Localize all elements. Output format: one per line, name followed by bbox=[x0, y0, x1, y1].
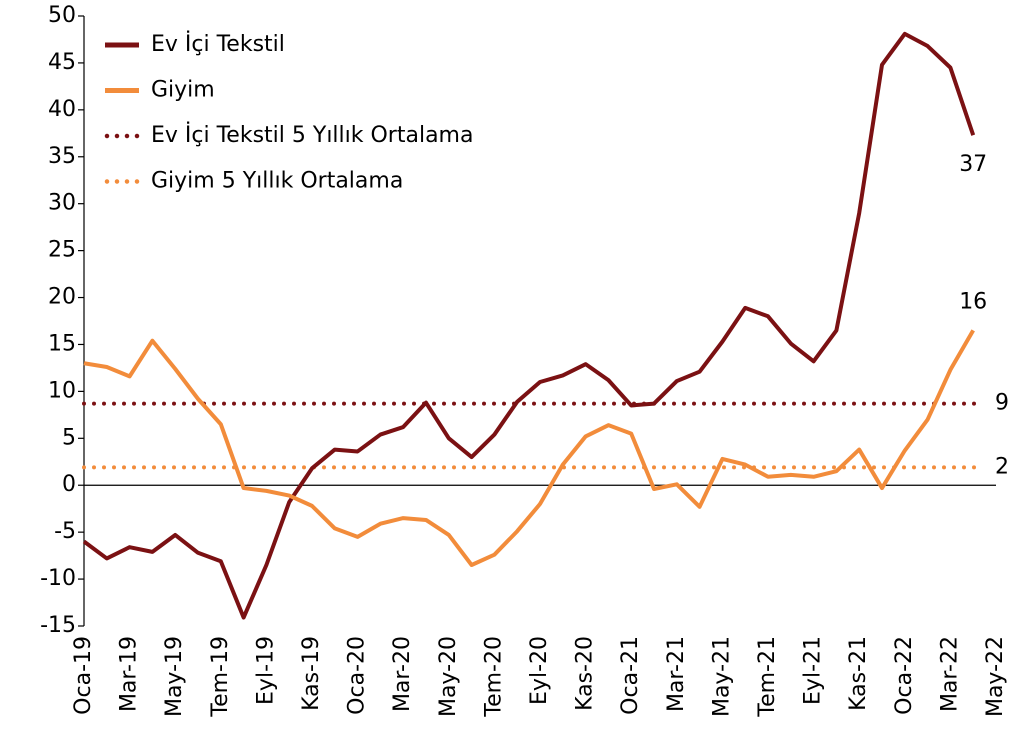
y-tick-label: 25 bbox=[48, 238, 76, 263]
x-tick-label: Oca-19 bbox=[71, 636, 96, 715]
y-tick-label: -5 bbox=[54, 519, 76, 544]
x-tick-label: Oca-20 bbox=[345, 636, 370, 715]
x-tick-label: Mar-22 bbox=[937, 636, 962, 712]
data-label: 37 bbox=[959, 152, 987, 177]
x-tick-label: Eyl-20 bbox=[527, 636, 552, 705]
x-tick-label: Kas-20 bbox=[573, 636, 598, 711]
x-tick-label: Oca-21 bbox=[618, 636, 643, 715]
y-tick-label: 10 bbox=[48, 378, 76, 403]
x-tick-label: Mar-19 bbox=[117, 636, 142, 712]
series-line bbox=[83, 329, 975, 567]
y-tick-label: 5 bbox=[62, 425, 76, 450]
y-tick-label: 45 bbox=[48, 50, 76, 75]
average-label: 9 bbox=[995, 391, 1009, 416]
y-tick-label: 0 bbox=[62, 472, 76, 497]
data-label: 16 bbox=[959, 289, 987, 314]
x-tick-label: May-20 bbox=[436, 636, 461, 717]
y-tick-label: -10 bbox=[40, 566, 76, 591]
average-label: 2 bbox=[995, 454, 1009, 479]
x-tick-label: Tem-21 bbox=[755, 636, 780, 718]
y-tick-label: 20 bbox=[48, 285, 76, 310]
x-tick-label: Mar-21 bbox=[664, 636, 689, 712]
x-tick-label: Oca-22 bbox=[892, 636, 917, 715]
legend-label: Giyim bbox=[151, 78, 215, 103]
series-line bbox=[82, 31, 976, 620]
x-tick-label: Eyl-21 bbox=[801, 636, 826, 705]
y-tick-label: 40 bbox=[48, 97, 76, 122]
legend-label: Ev İçi Tekstil 5 Yıllık Ortalama bbox=[151, 122, 473, 148]
legend-label: Ev İçi Tekstil bbox=[151, 31, 285, 57]
x-tick-label: Kas-21 bbox=[846, 636, 871, 711]
y-tick-label: -15 bbox=[40, 613, 76, 638]
x-tick-label: May-22 bbox=[983, 636, 1008, 717]
x-tick-label: Kas-19 bbox=[299, 636, 324, 711]
x-tick-label: Tem-19 bbox=[208, 636, 233, 718]
y-tick-label: 50 bbox=[48, 3, 76, 28]
y-tick-label: 15 bbox=[48, 331, 76, 356]
x-tick-label: Mar-20 bbox=[390, 636, 415, 712]
y-tick-label: 35 bbox=[48, 144, 76, 169]
x-tick-label: May-21 bbox=[709, 636, 734, 717]
x-tick-label: Tem-20 bbox=[481, 636, 506, 718]
x-tick-label: May-19 bbox=[162, 636, 187, 717]
y-tick-label: 30 bbox=[48, 191, 76, 216]
legend-label: Giyim 5 Yıllık Ortalama bbox=[151, 169, 403, 194]
x-tick-label: Eyl-19 bbox=[253, 636, 278, 705]
